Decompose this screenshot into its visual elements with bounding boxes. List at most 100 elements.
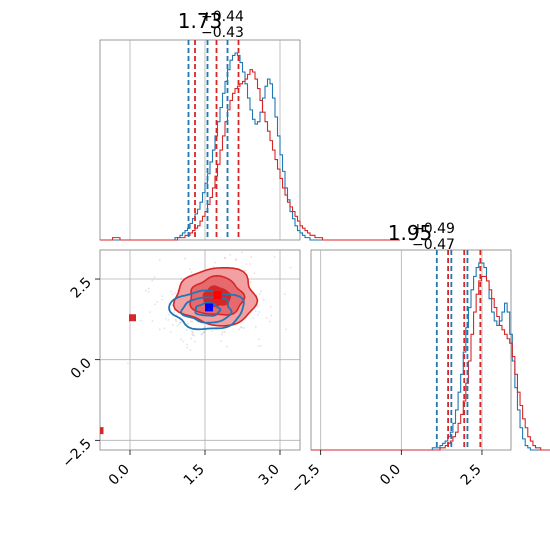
sample-point [179, 321, 181, 324]
sample-point [263, 298, 265, 301]
sample-point [184, 257, 186, 260]
joint-contour-panel: 0.0 1.5 3.0 −2.5 0.0 2.5 [59, 247, 301, 489]
sample-point [289, 266, 292, 269]
title-lower: −0.43 [201, 25, 244, 41]
sample-point [178, 323, 181, 326]
x-tick-labels: −2.5 0.0 2.5 [288, 450, 485, 497]
sample-point [174, 292, 177, 295]
title-median: 1.73 [178, 9, 223, 33]
sample-point [191, 330, 193, 333]
sample-point [258, 311, 261, 313]
sample-point [182, 340, 185, 343]
sample-point [258, 338, 260, 341]
sample-point [147, 290, 150, 293]
y-tick-label: −2.5 [59, 436, 94, 471]
x-tick-label: 3.0 [256, 462, 283, 489]
sample-point [171, 293, 174, 296]
title-median: 1.95 [388, 221, 433, 245]
sample-point [173, 311, 175, 313]
sample-point [269, 305, 272, 308]
sample-point [224, 257, 227, 259]
histogram-series [100, 52, 400, 241]
sample-point [161, 298, 163, 301]
sample-point [259, 344, 262, 347]
sample-point [186, 329, 188, 332]
sample-point [81, 346, 83, 348]
quantile-lines [187, 40, 240, 240]
sample-point [144, 289, 147, 292]
sample-point [139, 319, 142, 322]
sample-point [240, 326, 243, 329]
sample-point [229, 253, 232, 256]
x-tick-label: 1.5 [181, 462, 208, 489]
sample-point [239, 326, 242, 329]
sample-point [221, 331, 224, 334]
sample-point [254, 325, 257, 328]
x-tick-labels: 0.0 1.5 3.0 [106, 450, 283, 489]
sample-point [235, 259, 237, 262]
sample-point [225, 345, 228, 348]
sample-point [270, 314, 273, 317]
sample-point [223, 331, 226, 333]
sample-point [219, 340, 222, 342]
sample-point [161, 295, 164, 298]
sample-point [238, 328, 240, 331]
sample-point [192, 334, 194, 337]
sample-point [189, 268, 192, 271]
sample-point [256, 305, 259, 308]
sample-point [268, 320, 271, 323]
sample-point [204, 329, 207, 332]
y-tick-labels: −2.5 0.0 2.5 [59, 275, 100, 471]
sample-point [189, 349, 192, 352]
sample-point [179, 321, 182, 324]
sample-point [250, 256, 253, 258]
sample-point [187, 323, 190, 325]
sample-point [158, 258, 161, 261]
sample-point [168, 313, 170, 316]
sample-point [223, 256, 226, 259]
sample-point [202, 331, 205, 334]
sample-point [241, 247, 243, 249]
contour-level [168, 289, 245, 331]
title-lower: −0.47 [412, 237, 455, 253]
x-tick-label: 0.0 [106, 462, 133, 489]
sample-point [193, 334, 195, 337]
sample-point [147, 287, 150, 290]
histogram-line [311, 275, 550, 451]
median-marker [205, 303, 213, 312]
sample-point [190, 337, 193, 340]
sample-point [245, 263, 248, 265]
sample-point [249, 263, 251, 265]
marginal-panel-param-1: 1.73 +0.44 −0.43 [99, 9, 400, 241]
contour-series [100, 267, 259, 435]
sample-point [154, 303, 157, 306]
sample-point [194, 340, 196, 343]
sample-point [252, 317, 255, 320]
quantile-lines [435, 250, 482, 450]
sample-point [285, 328, 288, 331]
sample-point [212, 265, 215, 268]
median-marker [213, 291, 222, 300]
sample-point [200, 333, 203, 336]
sample-point [268, 248, 270, 250]
title-upper: +0.44 [201, 9, 244, 25]
panel-title: 1.73 [178, 9, 223, 33]
sample-point [163, 327, 166, 330]
sample-point [127, 362, 129, 365]
sample-point [153, 276, 156, 279]
sample-point [179, 338, 182, 341]
sample-point [203, 326, 206, 329]
sample-point [192, 331, 195, 334]
sample-point [211, 330, 213, 332]
sample-point [265, 317, 268, 319]
y-tick-label: 2.5 [68, 275, 95, 302]
title-upper: +0.49 [412, 221, 455, 237]
sample-point [176, 324, 179, 327]
sample-point [151, 320, 154, 322]
sample-point [149, 311, 151, 313]
sample-point [273, 255, 276, 258]
sample-point [202, 331, 205, 334]
sample-point [169, 307, 172, 310]
contour-level [194, 301, 222, 317]
